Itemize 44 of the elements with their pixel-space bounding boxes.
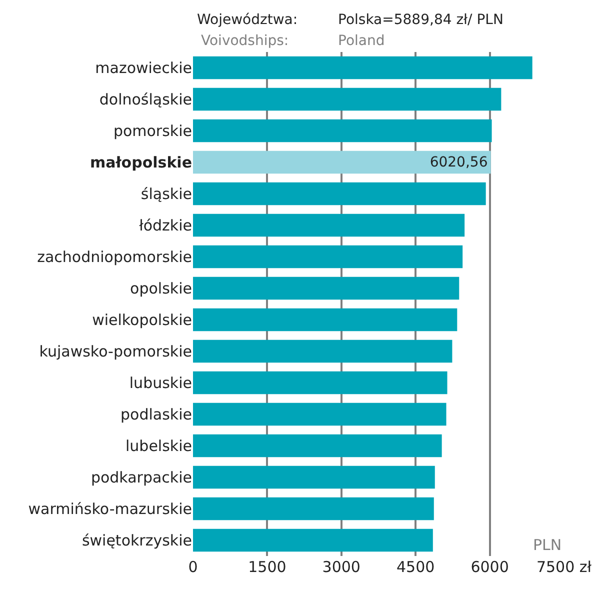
y-tick-label: świętokrzyskie — [82, 532, 192, 550]
y-tick-label: warmińsko-mazurskie — [28, 500, 192, 518]
bar — [193, 245, 463, 268]
y-tick-label: śląskie — [140, 185, 192, 203]
x-axis-title: PLN — [533, 536, 562, 554]
x-tick-label: 0 — [188, 558, 198, 576]
y-tick-label: dolnośląskie — [99, 90, 192, 108]
y-tick-label: wielkopolskie — [92, 311, 192, 329]
y-tick-label: mazowieckie — [95, 59, 192, 77]
y-tick-label: pomorskie — [113, 122, 192, 140]
y-axis-title: Województwa: — [197, 12, 298, 28]
bar — [193, 119, 492, 142]
y-tick-label: zachodniopomorskie — [37, 248, 192, 266]
x-tick-label: 7500 zł — [536, 558, 592, 576]
bar — [193, 88, 502, 111]
y-tick-label: lubuskie — [129, 374, 192, 392]
x-tick-label: 3000 — [322, 558, 360, 576]
y-tick-label: podlaskie — [120, 406, 192, 424]
bar — [193, 466, 435, 489]
y-tick-label: lubelskie — [126, 437, 192, 455]
bar — [193, 214, 465, 237]
y-tick-label: małopolskie — [90, 154, 192, 172]
text: Voivodships: — [201, 33, 289, 49]
bar — [193, 497, 434, 520]
bar — [193, 528, 433, 552]
bar — [193, 276, 460, 300]
bar — [193, 340, 452, 363]
bar — [193, 56, 532, 80]
x-tick-label: 1500 — [248, 558, 286, 576]
y-tick-label: opolskie — [130, 280, 192, 298]
y-tick-label: łódzkie — [139, 216, 192, 234]
x-tick-label: 4500 — [396, 558, 435, 576]
chart-subtitle: Poland — [338, 33, 385, 49]
bar — [193, 434, 442, 458]
y-tick-label: kujawsko-pomorskie — [39, 342, 192, 360]
chart-title: Polska=5889,84 zł/ PLN — [338, 12, 504, 28]
bar — [193, 402, 446, 426]
y-tick-label: podkarpackie — [90, 468, 192, 486]
bar — [193, 182, 486, 206]
data-label: 6020,56 — [430, 154, 488, 170]
bar — [193, 150, 491, 174]
x-tick-label: 6000 — [470, 558, 509, 576]
bar — [193, 371, 448, 394]
bar — [193, 308, 458, 332]
